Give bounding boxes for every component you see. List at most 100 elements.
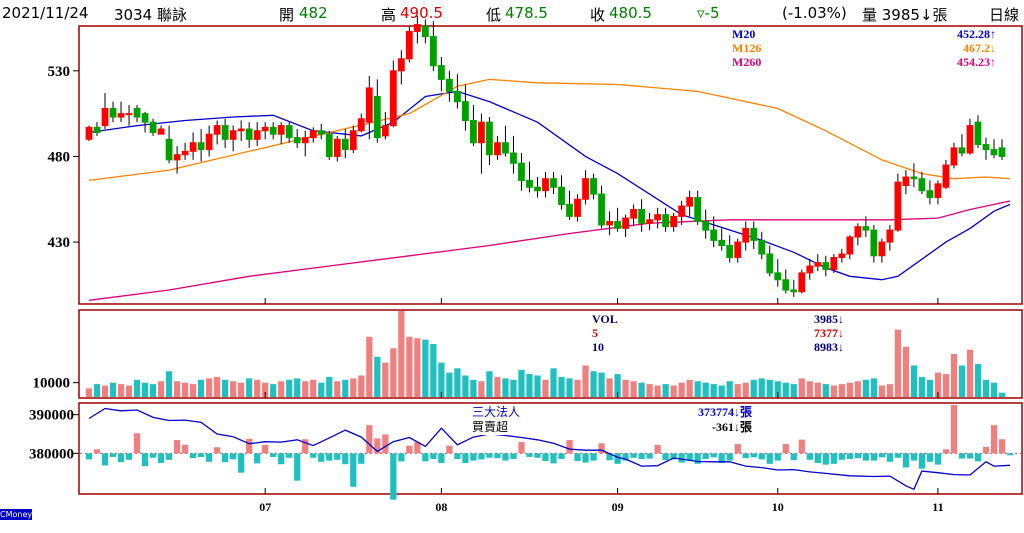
- volume-bar: [125, 385, 133, 397]
- candle-body: [686, 197, 694, 207]
- volume-bar: [478, 381, 485, 397]
- net-buy-bar: [286, 453, 293, 458]
- volume-bar: [117, 384, 125, 397]
- candle-body: [950, 147, 958, 166]
- net-buy-bar: [726, 453, 733, 461]
- volume-bar: [101, 385, 109, 397]
- net-buy-bar: [446, 445, 453, 454]
- net-buy-bar: [806, 453, 813, 460]
- candle-body: [966, 125, 974, 154]
- volume-bar: [718, 385, 725, 397]
- legend-ma10: 10 8983↓: [592, 340, 844, 354]
- volume-panel-frame: [78, 309, 1023, 399]
- net-buy-bar: [85, 453, 93, 460]
- institution-panel: 390000 380000: [29, 405, 1021, 500]
- net-buy-bar: [846, 453, 853, 459]
- candle-body: [486, 121, 493, 156]
- net-buy-bar: [478, 453, 485, 460]
- net-buy-bar: [149, 453, 157, 458]
- candle-body: [494, 142, 501, 156]
- volume-bar: [510, 379, 517, 397]
- net-buy-bar: [790, 453, 797, 461]
- candle-body: [165, 138, 173, 161]
- x-tick-label: 11: [932, 500, 943, 514]
- candle-body: [125, 113, 133, 116]
- net-buy-bar: [294, 453, 301, 481]
- volume-bar: [662, 384, 669, 397]
- candle-body: [694, 197, 702, 223]
- net-buy-bar: [358, 453, 365, 464]
- candle-body: [750, 227, 758, 241]
- volume-bar: [982, 379, 990, 397]
- net-buy-bar: [214, 447, 221, 454]
- volume-bar: [838, 384, 845, 397]
- net-buy-bar: [430, 453, 437, 459]
- candle-body: [854, 226, 862, 238]
- candle-body: [277, 125, 285, 135]
- net-buy-bar: [550, 453, 557, 464]
- net-buy-bar: [558, 453, 565, 459]
- volume-bar: [702, 382, 709, 397]
- candle-body: [710, 229, 718, 241]
- candle-body: [381, 125, 389, 137]
- volume-bar: [414, 338, 421, 397]
- net-buy-bar: [93, 449, 101, 454]
- candle-body: [462, 101, 469, 121]
- volume-bar: [382, 362, 389, 397]
- net-buy-bar: [638, 453, 645, 459]
- net-buy-bar: [510, 453, 517, 459]
- net-buy-bar: [710, 453, 717, 458]
- candle-body: [614, 221, 621, 229]
- candle-body: [149, 121, 157, 133]
- change-percent: (-1.03%): [782, 4, 847, 22]
- volume-bar: [294, 378, 301, 397]
- net-buy-bar: [197, 453, 205, 457]
- candle-body: [446, 78, 453, 92]
- price-panel: 430 480 530: [48, 16, 1011, 301]
- volume-bar: [774, 381, 781, 397]
- net-buy-bar: [125, 453, 133, 460]
- net-buy-bar: [694, 453, 701, 464]
- volume-bar: [574, 379, 581, 397]
- institution-holding-line: [88, 407, 1011, 491]
- period-label[interactable]: 日線: [989, 6, 1020, 24]
- open-label: 開: [279, 6, 295, 24]
- institution-panel-frame: [78, 402, 1023, 495]
- candle-body: [349, 130, 357, 151]
- volume-bar: [534, 375, 541, 397]
- net-buy-bar: [165, 453, 173, 460]
- candle-body: [702, 221, 710, 231]
- net-buy-bar: [654, 444, 661, 454]
- net-buy-bar: [574, 453, 581, 461]
- volume-bar: [878, 385, 885, 397]
- volume-bar: [910, 365, 918, 397]
- volume-bar: [550, 368, 557, 397]
- volume-bar: [141, 382, 149, 397]
- volume-bar: [165, 371, 173, 397]
- net-buy-bar: [878, 453, 885, 458]
- legend-m126: M126 467.2↓: [732, 41, 996, 55]
- volume-bar: [638, 382, 645, 397]
- ma-line-m20: [88, 90, 1011, 281]
- candle-body: [245, 128, 253, 140]
- candle-body: [157, 128, 165, 135]
- candle-body: [261, 126, 269, 132]
- net-buy-bar: [141, 453, 149, 467]
- net-buy-bar: [518, 442, 525, 454]
- net-buy-bar: [766, 453, 773, 464]
- volume-bar: [470, 379, 477, 397]
- volume-bar: [950, 354, 958, 397]
- volume-bar: [870, 378, 877, 397]
- net-buy-bar: [702, 453, 709, 459]
- net-buy-bar: [814, 453, 821, 463]
- candle-body: [405, 30, 413, 60]
- net-buy-bar: [109, 453, 117, 457]
- volume-bar: [93, 384, 101, 397]
- volume-bar: [598, 372, 605, 397]
- candle-body: [285, 125, 293, 139]
- candle-body: [670, 215, 678, 228]
- price-y-tick-label: 430: [48, 235, 71, 251]
- candle-body: [598, 193, 605, 226]
- candle-body: [822, 262, 830, 270]
